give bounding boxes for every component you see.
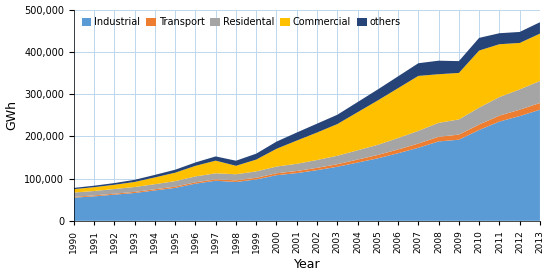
Legend: Industrial, Transport, Residental, Commercial, others: Industrial, Transport, Residental, Comme… (79, 14, 404, 30)
X-axis label: Year: Year (294, 258, 320, 271)
Y-axis label: GWh: GWh (6, 100, 19, 130)
